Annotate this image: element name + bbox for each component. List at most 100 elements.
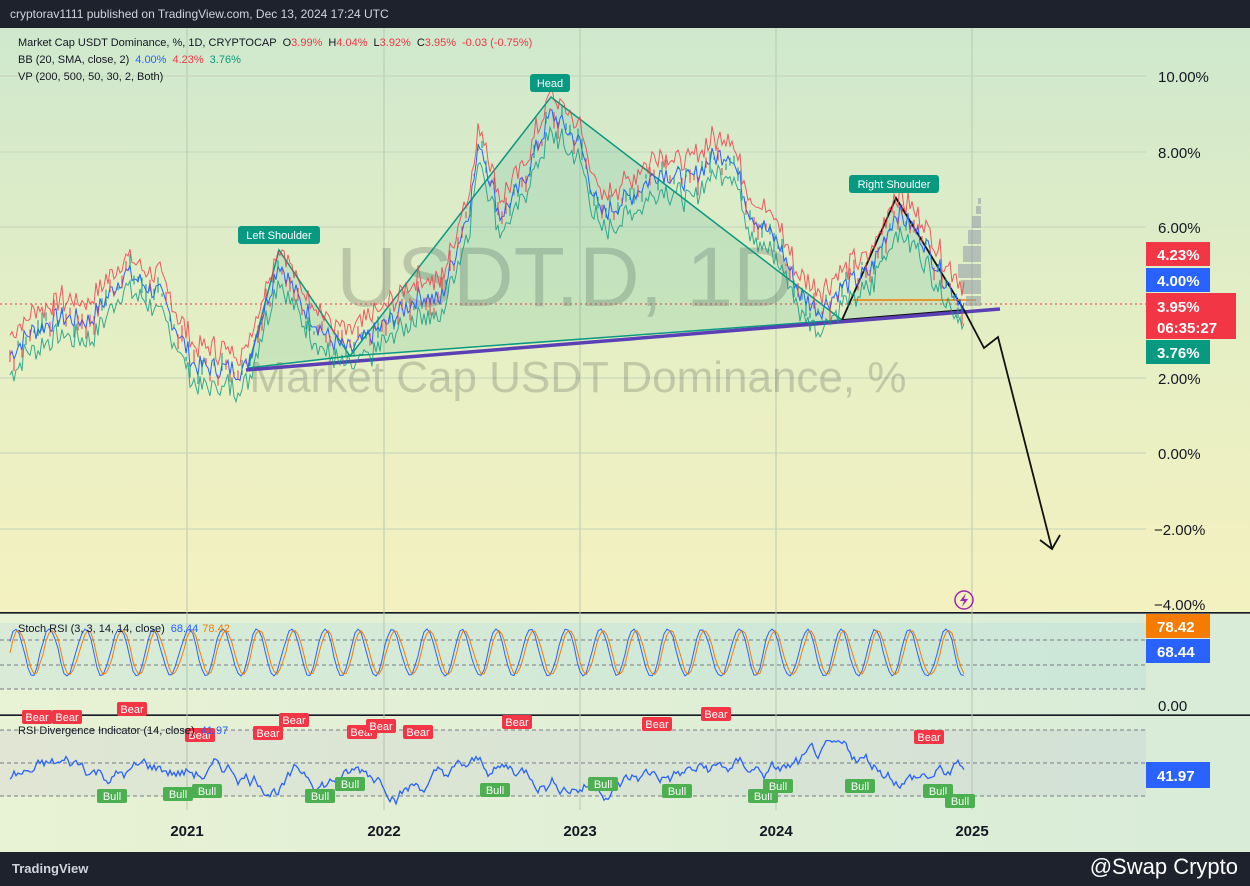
bear-label: Bear [117, 702, 147, 716]
bear-label-text: Bear [917, 732, 941, 744]
svg-text:3.95%: 3.95% [1157, 299, 1200, 316]
bull-label-bg [662, 784, 692, 798]
price-series [9, 85, 965, 404]
stoch-series [9, 628, 965, 677]
year-2024: 2024 [759, 823, 793, 840]
bear-label: Bear [366, 719, 396, 733]
stoch-levels [0, 639, 1146, 690]
legend-vp: VP (200, 500, 50, 30, 2, Both) [18, 71, 163, 83]
rsi-legend: RSI Divergence Indicator (14, close) 41.9… [18, 725, 228, 737]
bull-label-text: Bull [103, 791, 121, 803]
main-pane-bg [0, 28, 1250, 612]
bull-label-text: Bull [951, 796, 969, 808]
legend-bb: BB (20, SMA, close, 2) [18, 54, 129, 66]
legend-bb-lower: 3.76% [210, 54, 241, 66]
stoch-d-line [9, 629, 965, 676]
svg-text:41.97: 41.97 [1157, 768, 1195, 785]
svg-text:Head: Head [537, 78, 563, 90]
bull-label-text: Bull [341, 779, 359, 791]
bull-label: Bull [945, 794, 975, 808]
bull-label-bg [588, 777, 618, 791]
bull-label-text: Bull [929, 786, 947, 798]
legend-low: 3.92% [380, 37, 411, 49]
bull-label: Bull [97, 789, 127, 803]
bull-label: Bull [192, 784, 222, 798]
bear-label-text: Bear [188, 730, 212, 742]
price-gridlines [0, 75, 1146, 530]
year-2021: 2021 [170, 823, 203, 840]
svg-text:3.76%: 3.76% [1157, 345, 1200, 362]
tradingview-brand: TradingView [12, 861, 89, 876]
bear-label-text: Bear [645, 719, 669, 731]
badge-rsi: 41.97 [1146, 762, 1210, 788]
label-left-shoulder: Left Shoulder [238, 226, 320, 244]
bull-label: Bull [305, 789, 335, 803]
main-legend: Market Cap USDT Dominance, %, 1D, CRYPTO… [18, 37, 532, 83]
svg-text:Left Shoulder: Left Shoulder [246, 230, 312, 242]
svg-text:Right Shoulder: Right Shoulder [858, 179, 931, 191]
bull-label-text: Bull [769, 781, 787, 793]
tick-0: 0.00% [1158, 446, 1201, 463]
bull-label-bg [163, 787, 193, 801]
bull-label: Bull [845, 779, 875, 793]
legend-close: 3.95% [425, 37, 456, 49]
tick-10: 10.00% [1158, 69, 1209, 86]
legend-change: -0.03 (-0.75%) [462, 37, 532, 49]
bull-label: Bull [163, 787, 193, 801]
bull-label-text: Bull [198, 786, 216, 798]
bull-label-text: Bull [486, 785, 504, 797]
time-axis: 2021 2022 2023 2024 2025 [170, 823, 988, 840]
svg-text:68.44: 68.44 [1157, 644, 1195, 661]
svg-text:BB (20, SMA, close, 2)4.00%4.2: BB (20, SMA, close, 2) 4.00% 4.23% 3.76% [18, 54, 241, 66]
bear-label: Bear [701, 707, 731, 721]
svg-text:06:35:27: 06:35:27 [1157, 320, 1217, 337]
label-right-shoulder: Right Shoulder [849, 175, 939, 193]
bear-label-text: Bear [256, 728, 280, 740]
bear-label: Bear [642, 717, 672, 731]
svg-text:78.42: 78.42 [1157, 619, 1195, 636]
bb-lower-line [9, 125, 965, 404]
bull-label: Bull [335, 777, 365, 791]
bear-label: Bear [22, 710, 52, 724]
tick-neg4: −4.00% [1154, 597, 1205, 614]
bear-label-text: Bear [120, 704, 144, 716]
bull-label-text: Bull [754, 791, 772, 803]
svg-text:4.23%: 4.23% [1157, 247, 1200, 264]
rsi-line [9, 739, 965, 806]
bull-label-text: Bull [594, 779, 612, 791]
bull-label-text: Bull [169, 789, 187, 801]
bear-label-text: Bear [704, 709, 728, 721]
bull-label-bg [480, 783, 510, 797]
bear-label-text: Bear [369, 721, 393, 733]
bear-label: Bear [253, 726, 283, 740]
badge-last-price: 3.95% 06:35:27 [1146, 293, 1236, 339]
bull-label: Bull [588, 777, 618, 791]
stoch-axis-zero: 0.00 [1158, 698, 1187, 715]
legend-open: 3.99% [291, 37, 322, 49]
bear-label: Bear [914, 730, 944, 744]
bull-label: Bull [662, 784, 692, 798]
bear-label: Bear [279, 713, 309, 727]
projection-arrow [963, 309, 1061, 551]
tick-2: 2.00% [1158, 371, 1201, 388]
bb-upper-line [9, 85, 965, 367]
bull-label: Bull [480, 783, 510, 797]
bb-mid-line [9, 109, 965, 382]
bull-label-text: Bull [851, 781, 869, 793]
chart-area[interactable]: USDT.D, 1D Market Cap USDT Dominance, % … [0, 28, 1250, 852]
bear-label-bg [642, 717, 672, 731]
bull-label-bg [945, 794, 975, 808]
year-2023: 2023 [563, 823, 596, 840]
bear-label-bg [22, 710, 52, 724]
svg-text:4.00%: 4.00% [1157, 273, 1200, 290]
badge-bb-lower: 3.76% [1146, 340, 1210, 364]
bear-label-bg [366, 719, 396, 733]
bear-label-bg [185, 728, 215, 742]
tick-6: 6.00% [1158, 220, 1201, 237]
lightning-icon[interactable] [954, 590, 974, 610]
badge-bb-mid: 4.00% [1146, 268, 1210, 292]
bear-label-text: Bear [55, 712, 79, 724]
bull-label-text: Bull [311, 791, 329, 803]
bear-label-bg [279, 713, 309, 727]
